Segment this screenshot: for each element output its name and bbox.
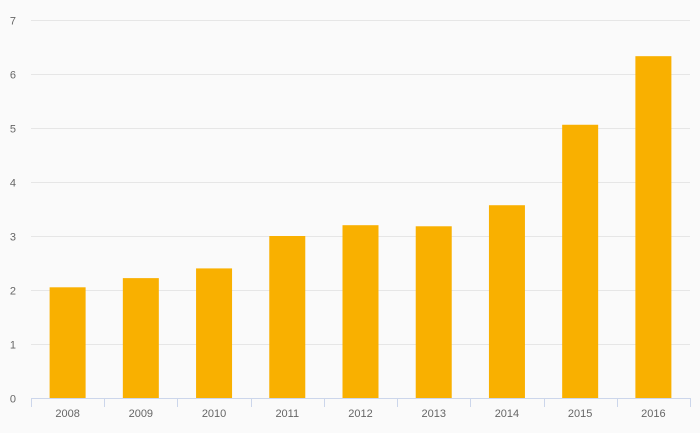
bar-2009[interactable] [122,278,159,398]
bar-2015[interactable] [562,124,599,398]
x-tick-label: 2008 [55,408,79,420]
y-axis-labels: 0 1 2 3 4 5 6 7 [10,16,16,406]
y-tick-label: 1 [10,340,16,352]
bar-2008[interactable] [49,287,86,398]
y-tick-label: 0 [10,394,16,406]
bar-2010[interactable] [196,268,233,398]
x-tick-label: 2012 [348,408,372,420]
y-tick-label: 7 [10,16,16,28]
y-tick-label: 6 [10,70,16,82]
bar-2012[interactable] [342,225,379,398]
x-tick-label: 2011 [275,408,299,420]
y-tick-label: 2 [10,286,16,298]
x-tick-label: 2009 [129,408,153,420]
bars [49,56,672,399]
bar-2013[interactable] [415,226,452,398]
bar-2014[interactable] [488,205,525,398]
x-axis [31,398,691,407]
y-tick-label: 5 [10,124,16,136]
y-tick-label: 3 [10,232,16,244]
x-tick-label: 2015 [568,408,592,420]
x-tick-label: 2016 [641,408,665,420]
y-tick-label: 4 [10,178,16,190]
x-tick-label: 2014 [495,408,519,420]
bar-2016[interactable] [635,56,672,399]
x-tick-label: 2010 [202,408,226,420]
x-axis-labels: 2008 2009 2010 2011 2012 2013 2014 2015 2016 [55,408,665,420]
bar-2011[interactable] [269,236,306,398]
x-tick-label: 2013 [421,408,445,420]
